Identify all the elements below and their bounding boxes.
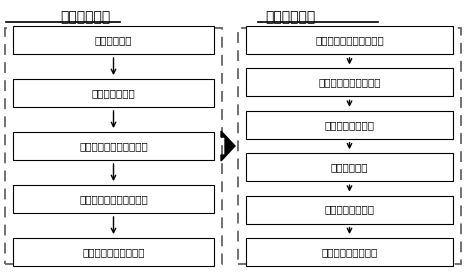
Text: 桥梁子结构划分: 桥梁子结构划分: [92, 88, 136, 98]
Bar: [13, 185, 214, 213]
Text: 整体结构传递函数矩阵: 整体结构传递函数矩阵: [318, 77, 381, 87]
Text: 子结构数据预处理与融合: 子结构数据预处理与融合: [315, 35, 384, 45]
FancyArrow shape: [221, 131, 235, 161]
Bar: [246, 196, 453, 224]
Text: 各子结构冲击振动测试: 各子结构冲击振动测试: [82, 247, 145, 257]
Bar: [238, 28, 461, 264]
Bar: [246, 26, 453, 54]
Text: 结构模态参数识别: 结构模态参数识别: [324, 205, 375, 215]
Text: 振动信号分析: 振动信号分析: [265, 10, 315, 24]
Bar: [5, 28, 222, 264]
Text: 各子结构传感器布置方案: 各子结构传感器布置方案: [79, 141, 148, 151]
Bar: [246, 68, 453, 96]
Text: 中小型桥梁快速诊断: 中小型桥梁快速诊断: [322, 247, 377, 257]
Bar: [13, 26, 214, 54]
Text: 各子结构传感器布置方案: 各子结构传感器布置方案: [79, 194, 148, 204]
Text: 结构柔度矩阵识别: 结构柔度矩阵识别: [324, 120, 375, 130]
Bar: [13, 132, 214, 160]
Text: 桥梁现场调查: 桥梁现场调查: [95, 35, 132, 45]
Bar: [13, 79, 214, 107]
Bar: [246, 153, 453, 181]
Text: 分块振动试验: 分块振动试验: [60, 10, 110, 24]
Bar: [246, 238, 453, 266]
Bar: [13, 238, 214, 266]
Text: 结构变形预测: 结构变形预测: [331, 162, 368, 172]
Bar: [246, 111, 453, 139]
